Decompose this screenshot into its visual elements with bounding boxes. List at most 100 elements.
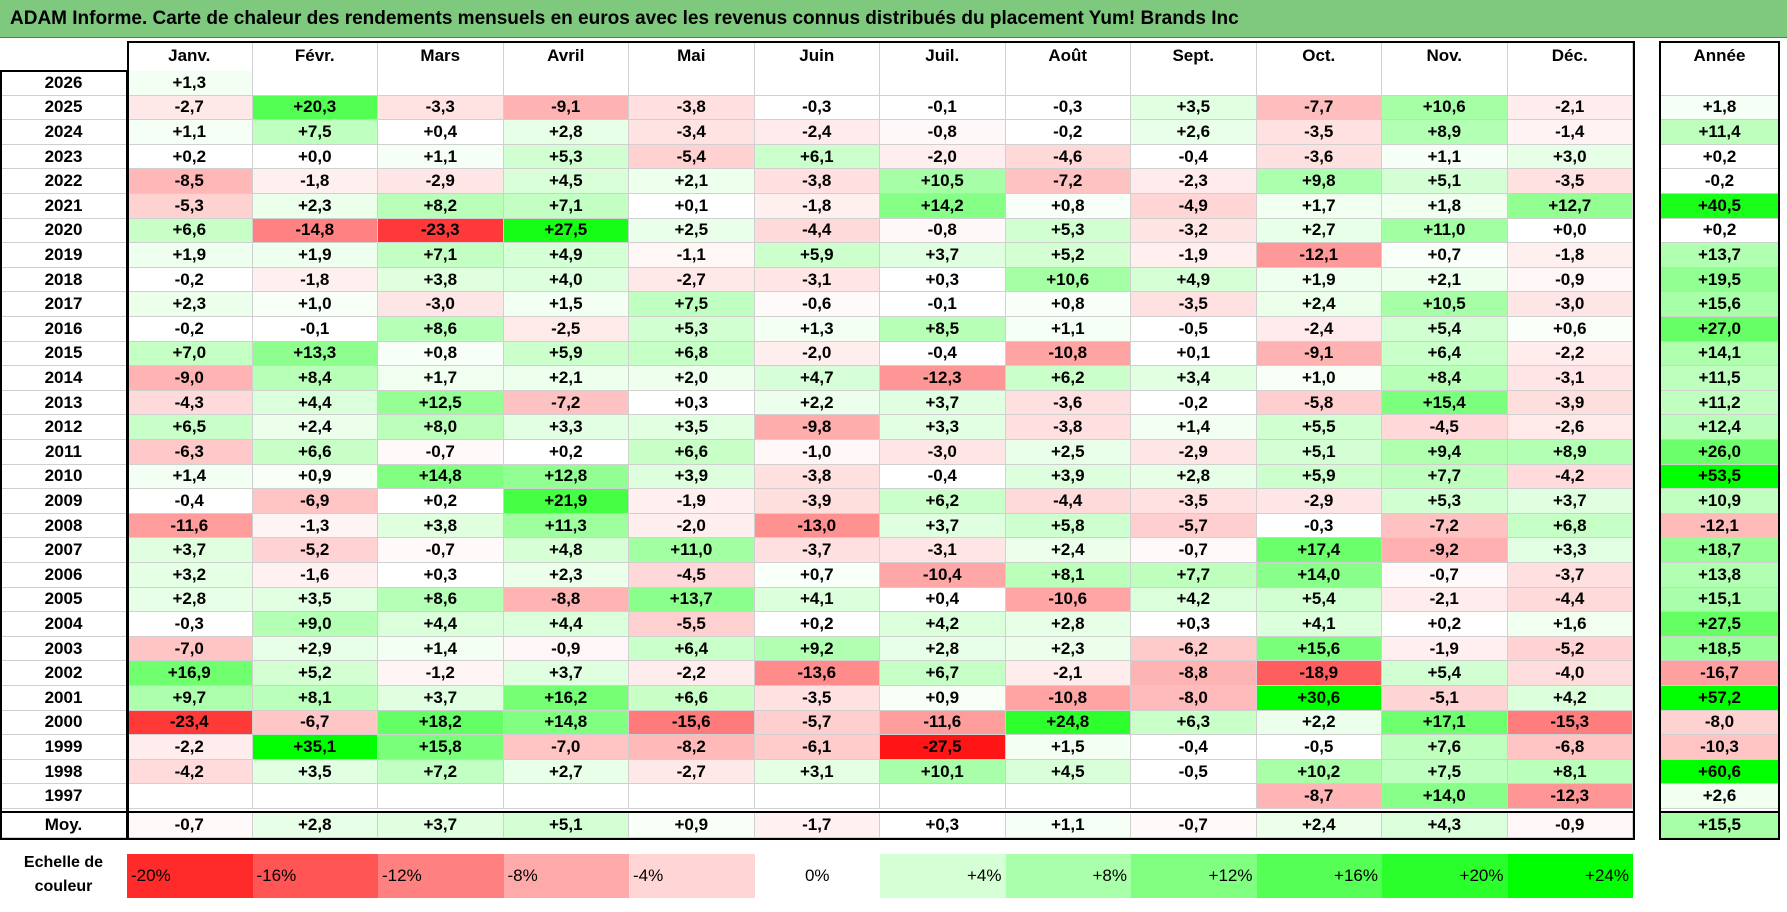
heatmap-cell: +3,7 bbox=[880, 513, 1006, 539]
heatmap-cell: -4,4 bbox=[1005, 489, 1131, 514]
heatmap-cell: +1,3 bbox=[754, 317, 880, 342]
heatmap-cell: +0,7 bbox=[754, 563, 880, 588]
heatmap-cell: -9,2 bbox=[1382, 538, 1508, 563]
heatmap-cell: +0,3 bbox=[1131, 612, 1257, 637]
heatmap-cell: +4,1 bbox=[754, 587, 880, 613]
color-scale-stop: -16% bbox=[252, 854, 378, 898]
heatmap-cell: -0,8 bbox=[880, 120, 1006, 145]
heatmap-cell: -10,8 bbox=[1005, 686, 1131, 711]
heatmap-cell: +0,3 bbox=[378, 563, 504, 588]
heatmap-cell: -12,3 bbox=[1507, 784, 1633, 809]
heatmap-cell: -0,1 bbox=[880, 95, 1006, 121]
heatmap-cell: -13,6 bbox=[754, 661, 880, 686]
annual-cell: +15,1 bbox=[1660, 587, 1779, 613]
heatmap-cell: -6,9 bbox=[252, 489, 378, 514]
year-label: 2001 bbox=[0, 686, 127, 711]
color-scale-stop: +12% bbox=[1131, 854, 1257, 898]
year-label: 2017 bbox=[0, 292, 127, 317]
heatmap-cell: -1,6 bbox=[252, 563, 378, 588]
annual-cell: +12,4 bbox=[1660, 415, 1779, 440]
heatmap-cell: -2,7 bbox=[629, 267, 755, 293]
heatmap-cell bbox=[880, 71, 1006, 96]
month-header: Mars bbox=[378, 41, 504, 71]
heatmap-cell: -4,0 bbox=[1507, 661, 1633, 686]
heatmap-cell: +4,0 bbox=[503, 267, 629, 293]
heatmap-cell: +2,2 bbox=[754, 390, 880, 416]
year-label: 1999 bbox=[0, 735, 127, 760]
year-label: 2024 bbox=[0, 120, 127, 145]
heatmap-cell: -10,6 bbox=[1005, 587, 1131, 613]
average-cell: -1,7 bbox=[754, 813, 880, 838]
heatmap-cell bbox=[503, 71, 629, 96]
heatmap-cell: -1,0 bbox=[754, 440, 880, 465]
heatmap-cell: +2,0 bbox=[629, 366, 755, 391]
annual-cell: +11,2 bbox=[1660, 390, 1779, 416]
heatmap-cell: +10,1 bbox=[880, 759, 1006, 785]
annual-cell: +19,5 bbox=[1660, 267, 1779, 293]
heatmap-cell: +8,6 bbox=[378, 587, 504, 613]
heatmap-cell: -0,4 bbox=[1131, 144, 1257, 170]
heatmap-cell: +2,8 bbox=[503, 120, 629, 145]
heatmap-cell: -11,6 bbox=[127, 513, 253, 539]
heatmap-cell: -0,7 bbox=[1131, 538, 1257, 563]
annual-cell: +0,2 bbox=[1660, 144, 1779, 170]
heatmap-cell: -1,3 bbox=[252, 513, 378, 539]
heatmap-cell: +1,1 bbox=[1382, 144, 1508, 170]
heatmap-cell: -9,0 bbox=[127, 366, 253, 391]
heatmap-cell: -0,4 bbox=[1131, 735, 1257, 760]
heatmap-cell: +6,1 bbox=[754, 144, 880, 170]
heatmap-cell: -3,8 bbox=[629, 95, 755, 121]
heatmap-cell: -7,0 bbox=[127, 636, 253, 662]
heatmap-cell: +27,5 bbox=[503, 218, 629, 244]
heatmap-cell: +0,2 bbox=[754, 612, 880, 637]
annual-cell: +10,9 bbox=[1660, 489, 1779, 514]
heatmap-cell: -3,8 bbox=[754, 464, 880, 490]
heatmap-cell bbox=[127, 784, 253, 809]
heatmap-cell: +4,9 bbox=[1131, 267, 1257, 293]
heatmap-cell: -1,1 bbox=[629, 243, 755, 268]
heatmap-cell: +5,3 bbox=[1382, 489, 1508, 514]
heatmap-cell: -4,2 bbox=[127, 759, 253, 785]
heatmap-cell: -2,2 bbox=[1507, 341, 1633, 367]
heatmap-cell: -3,0 bbox=[1507, 292, 1633, 317]
heatmap-cell: -1,2 bbox=[378, 661, 504, 686]
heatmap-cell bbox=[1507, 71, 1633, 96]
heatmap-cell: -0,4 bbox=[880, 464, 1006, 490]
annual-cell: +57,2 bbox=[1660, 686, 1779, 711]
heatmap-cell: +20,3 bbox=[252, 95, 378, 121]
heatmap-cell: -8,2 bbox=[629, 735, 755, 760]
heatmap-cell: +1,9 bbox=[127, 243, 253, 268]
average-cell: -0,9 bbox=[1507, 813, 1633, 838]
heatmap-cell: -1,8 bbox=[1507, 243, 1633, 268]
heatmap-cell: +3,7 bbox=[503, 661, 629, 686]
heatmap-cell: +3,5 bbox=[252, 759, 378, 785]
heatmap-cell: -3,5 bbox=[1507, 169, 1633, 194]
heatmap-cell: +5,4 bbox=[1256, 587, 1382, 613]
heatmap-cell: +3,7 bbox=[378, 686, 504, 711]
heatmap-cell: -5,8 bbox=[1256, 390, 1382, 416]
heatmap-cell: +6,6 bbox=[629, 686, 755, 711]
heatmap-cell: +2,8 bbox=[1131, 464, 1257, 490]
year-label: 2007 bbox=[0, 538, 127, 563]
heatmap-cell: +3,0 bbox=[1507, 144, 1633, 170]
heatmap-cell: -3,5 bbox=[1256, 120, 1382, 145]
heatmap-cell: +7,5 bbox=[1382, 759, 1508, 785]
annual-cell: -12,1 bbox=[1660, 513, 1779, 539]
heatmap-cell: +0,8 bbox=[378, 341, 504, 367]
average-row-label: Moy. bbox=[0, 813, 127, 838]
heatmap-cell: +8,4 bbox=[1382, 366, 1508, 391]
heatmap-cell: +6,6 bbox=[127, 218, 253, 244]
heatmap-cell: -3,4 bbox=[629, 120, 755, 145]
annual-header: Année bbox=[1693, 46, 1746, 65]
heatmap-cell: -0,3 bbox=[754, 95, 880, 121]
heatmap-cell bbox=[1256, 71, 1382, 96]
average-cell: +0,3 bbox=[880, 813, 1006, 838]
heatmap-cell: -1,9 bbox=[629, 489, 755, 514]
heatmap-cell bbox=[252, 71, 378, 96]
annual-cell bbox=[1660, 71, 1779, 96]
heatmap-cell: -5,4 bbox=[629, 144, 755, 170]
annual-cell: +13,7 bbox=[1660, 243, 1779, 268]
annual-cell: +13,8 bbox=[1660, 563, 1779, 588]
heatmap-cell: +9,7 bbox=[127, 686, 253, 711]
heatmap-cell: -0,7 bbox=[378, 440, 504, 465]
